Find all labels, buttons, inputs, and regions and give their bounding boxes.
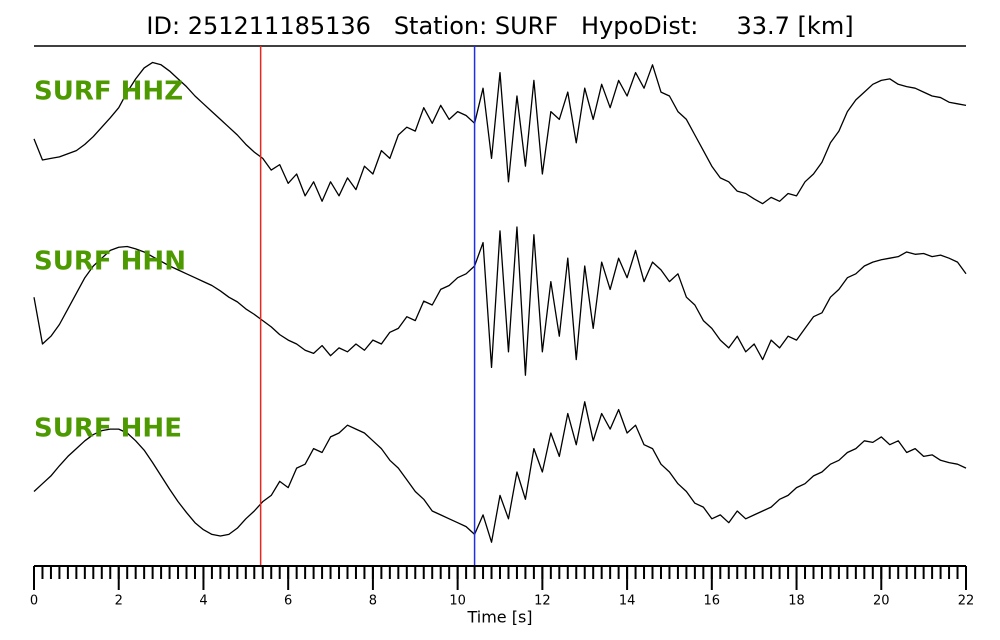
x-tick-label: 0 <box>30 594 38 609</box>
x-tick-label: 4 <box>199 594 207 609</box>
trace-label: SURF HHE <box>34 414 182 444</box>
x-tick-label: 22 <box>958 594 975 609</box>
x-tick-label: 12 <box>534 594 551 609</box>
trace <box>33 61 967 205</box>
x-tick-label: 18 <box>788 594 805 609</box>
trace-label: SURF HHZ <box>34 77 183 107</box>
x-tick-label: 16 <box>704 594 721 609</box>
trace <box>33 226 967 376</box>
chart-title: ID: 251211185136 Station: SURF HypoDist:… <box>146 12 853 40</box>
x-tick-label: 14 <box>619 594 636 609</box>
trace <box>33 401 967 543</box>
x-axis-label: Time [s] <box>466 608 532 627</box>
trace-label: SURF HHN <box>34 247 186 277</box>
x-tick-label: 6 <box>284 594 292 609</box>
x-tick-label: 20 <box>873 594 890 609</box>
x-tick-label: 8 <box>369 594 377 609</box>
x-tick-label: 10 <box>449 594 466 609</box>
x-tick-label: 2 <box>115 594 123 609</box>
